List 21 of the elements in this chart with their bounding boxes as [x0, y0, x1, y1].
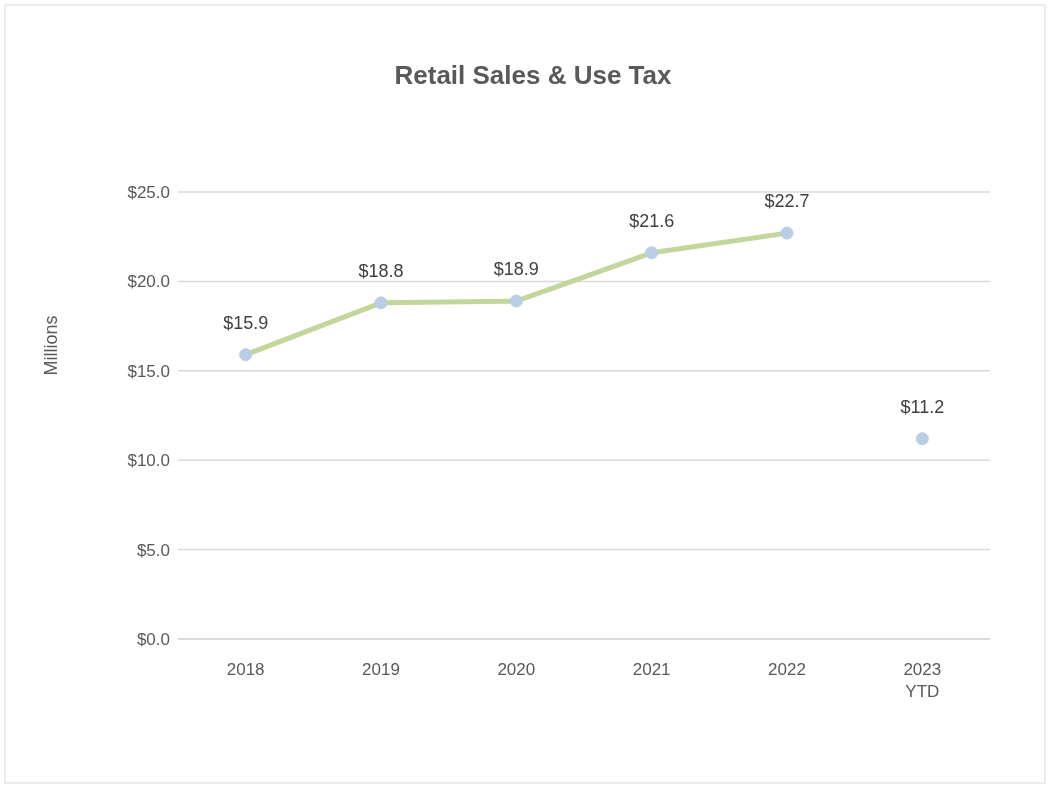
x-tick-label: 2022 — [768, 660, 806, 679]
x-tick-label: 2021 — [632, 660, 671, 679]
x-tick-label: 2019 — [362, 660, 400, 679]
x-tick-label: 2018 — [226, 660, 265, 679]
y-tick-label: $15.0 — [127, 361, 170, 381]
y-tick-label: $20.0 — [127, 272, 170, 292]
y-axis-title: Millions — [41, 315, 61, 376]
y-tick-label: $10.0 — [127, 451, 170, 471]
data-label: $21.6 — [629, 210, 675, 231]
data-label: $15.9 — [223, 312, 269, 333]
point — [915, 432, 929, 446]
x-tick-label: 2020 — [497, 660, 536, 679]
y-tick-label: $0.0 — [136, 629, 170, 649]
x-tick-label: 2023 YTD — [903, 660, 942, 701]
data-label: $11.2 — [900, 396, 945, 417]
chart-title: Retail Sales & Use Tax — [394, 60, 673, 90]
data-label: $18.9 — [493, 259, 539, 280]
data-label: $18.8 — [358, 260, 404, 281]
data-label: $22.7 — [764, 191, 810, 212]
y-tick-label: $5.0 — [136, 540, 170, 560]
y-tick-label: $25.0 — [127, 182, 170, 202]
